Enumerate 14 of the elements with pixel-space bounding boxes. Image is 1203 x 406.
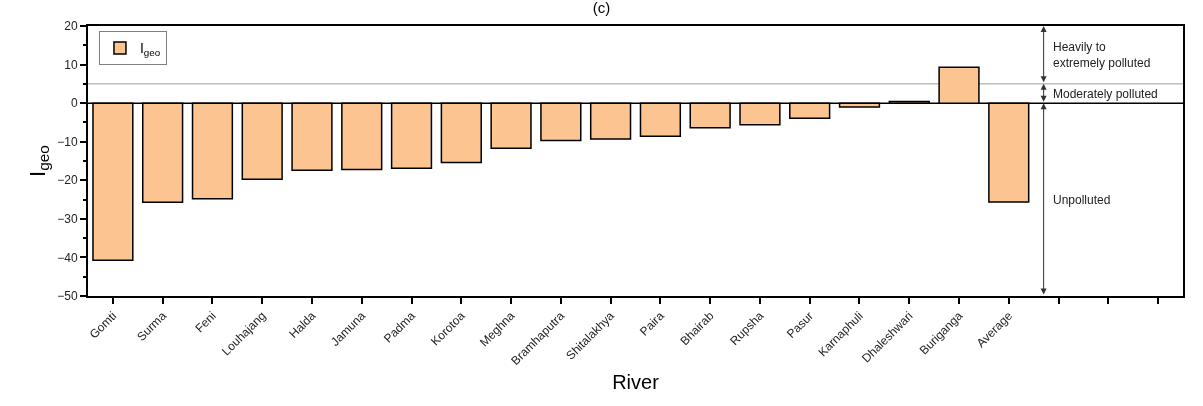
annotation: Moderately polluted xyxy=(1053,87,1158,101)
y-tick-label: 10 xyxy=(64,57,78,72)
y-tick-label: 20 xyxy=(64,19,78,34)
y-tick-label: −40 xyxy=(57,250,78,265)
legend-label: I$_{geo}$ xyxy=(139,40,161,59)
y-tick-label: −20 xyxy=(57,173,78,188)
annotation: Unpolluted xyxy=(1053,193,1111,207)
y-tick-label: −30 xyxy=(57,212,78,227)
y-tick-label: −50 xyxy=(57,289,78,304)
y-tick-label: −10 xyxy=(57,134,78,149)
annotation: Heavily to extremely polluted xyxy=(1053,40,1151,70)
y-tick-label: 0 xyxy=(70,96,78,111)
x-axis-title: River xyxy=(612,370,660,393)
chart-title: (c) xyxy=(592,0,611,16)
